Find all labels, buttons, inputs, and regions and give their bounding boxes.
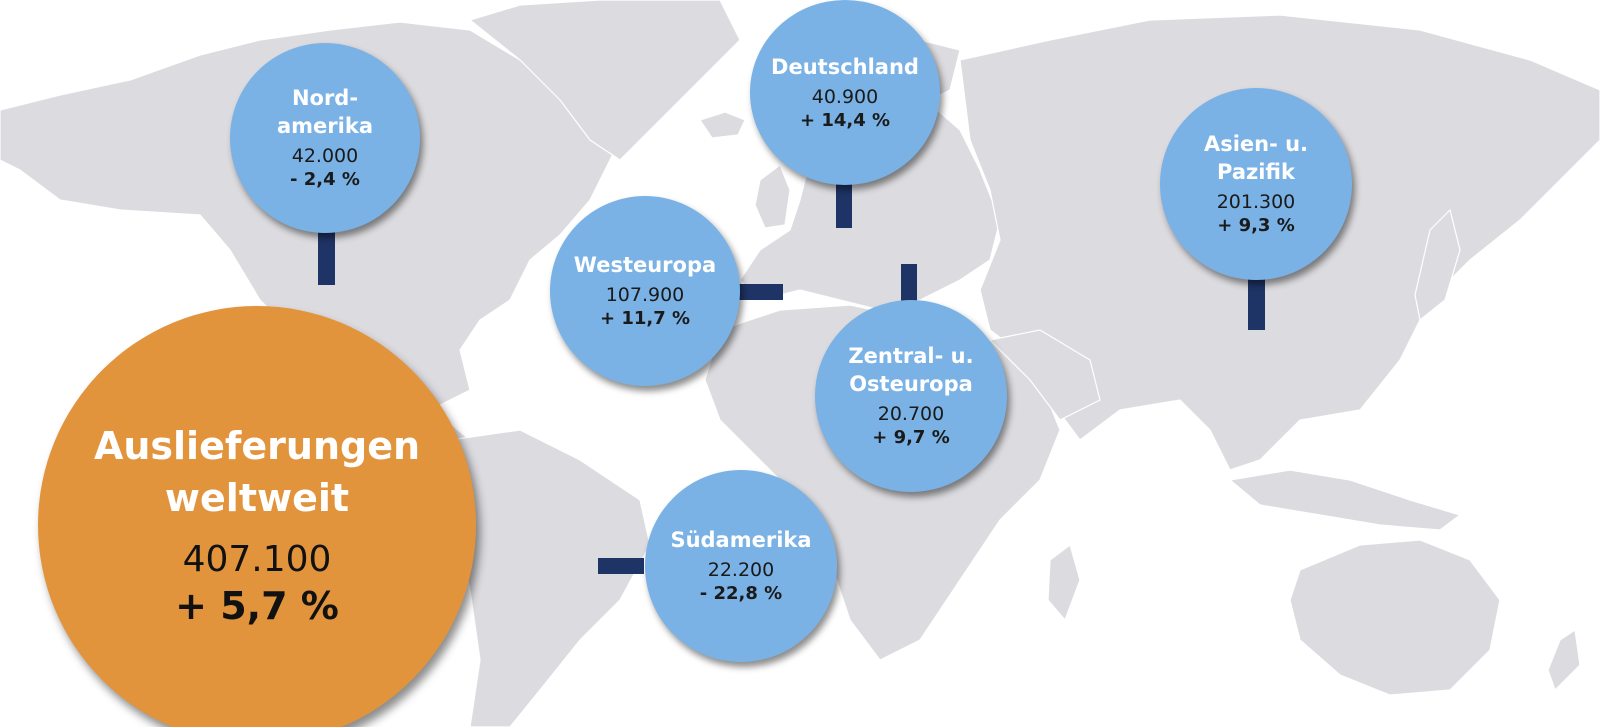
region-name: Nord- amerika — [277, 86, 373, 138]
region-value: 201.300 — [1216, 191, 1296, 213]
region-value: 20.700 — [877, 403, 945, 425]
region-change: + 14,4 % — [799, 109, 891, 131]
region-deutschland: Deutschland 40.900 + 14,4 % — [750, 0, 940, 185]
region-zentral-osteuropa: Zentral- u. Osteuropa 20.700 + 9,7 % — [815, 300, 1007, 492]
landmass-new-zealand — [1547, 628, 1581, 692]
landmass-iceland — [699, 111, 746, 139]
landmass-uk — [754, 164, 791, 229]
region-value: 107.900 — [605, 284, 685, 306]
landmass-indonesia — [1228, 469, 1462, 531]
region-change: + 9,7 % — [872, 427, 950, 448]
region-name: Zentral- u. Osteuropa — [848, 344, 974, 396]
landmass-arabia — [988, 329, 1101, 421]
connector-north-america — [318, 228, 335, 285]
region-value: 22.200 — [707, 559, 775, 581]
world-total-change: + 5,7 % — [175, 584, 339, 628]
world-total-bubble: Auslieferungen weltweit 407.100 + 5,7 % — [38, 306, 476, 727]
region-change: - 2,4 % — [290, 169, 360, 190]
region-change: - 22,8 % — [699, 583, 783, 604]
connector-suedamerika — [598, 558, 644, 574]
region-value: 42.000 — [291, 145, 359, 167]
region-name: Deutschland — [771, 54, 919, 79]
region-value: 40.900 — [811, 85, 879, 108]
landmass-south-america — [444, 429, 651, 727]
landmass-greenland — [468, 0, 741, 161]
region-change: + 9,3 % — [1217, 215, 1295, 236]
landmass-australia — [1289, 539, 1501, 696]
connector-asien-pazifik — [1248, 275, 1265, 330]
region-westeuropa: Westeuropa 107.900 + 11,7 % — [550, 196, 740, 386]
region-name: Westeuropa — [573, 253, 717, 277]
landmass-madagascar — [1047, 543, 1081, 622]
region-name: Südamerika — [670, 528, 812, 552]
world-total-name: Auslieferungen weltweit — [93, 424, 421, 520]
region-suedamerika: Südamerika 22.200 - 22,8 % — [645, 470, 837, 662]
region-asien-pazifik: Asien- u. Pazifik 201.300 + 9,3 % — [1160, 88, 1352, 280]
region-north-america: Nord- amerika 42.000 - 2,4 % — [230, 43, 420, 233]
world-total-value: 407.100 — [182, 539, 332, 580]
landmass-japan — [1414, 208, 1461, 322]
region-change: + 11,7 % — [599, 308, 691, 329]
connector-zentral-osteuropa — [901, 264, 917, 304]
connector-deutschland — [836, 180, 852, 228]
connector-westeuropa — [735, 284, 783, 300]
region-name: Asien- u. Pazifik — [1203, 132, 1309, 184]
